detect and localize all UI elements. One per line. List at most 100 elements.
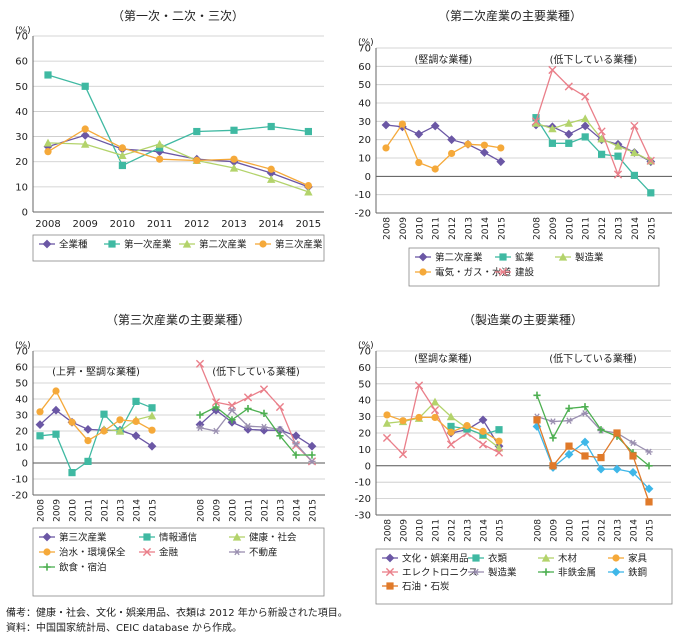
x-tick-label: 2015 [496, 519, 506, 542]
data-point [155, 147, 164, 157]
x-tick-label: 2014 [133, 499, 143, 522]
data-point [118, 161, 126, 170]
y-tick-label: 40 [358, 99, 371, 110]
data-point [495, 426, 503, 434]
data-point [581, 92, 590, 101]
y-tick-label: -20 [355, 209, 371, 220]
series-line [536, 419, 650, 503]
data-point [36, 432, 44, 440]
data-point [598, 150, 606, 158]
x-tick-label: 2012 [184, 219, 209, 230]
series-line [199, 363, 313, 462]
legend-swatch-marker [612, 554, 620, 562]
data-point [260, 409, 268, 417]
data-point [147, 441, 157, 451]
group-label: (上昇・堅調な業種) [52, 365, 140, 378]
data-point [147, 411, 157, 420]
legend-label: 不動産 [249, 547, 278, 559]
data-point [565, 442, 573, 450]
data-point [196, 411, 204, 419]
legend-label: 第一次産業 [124, 239, 172, 251]
legend-label: 電気・ガス・水道 [435, 267, 512, 279]
x-tick-label: 2015 [647, 217, 657, 240]
data-point [630, 171, 638, 180]
series-5 [195, 405, 317, 451]
data-point [84, 457, 92, 465]
series-7 [196, 406, 316, 465]
legend-label: 情報通信 [159, 532, 197, 544]
data-point [478, 440, 488, 449]
x-tick-label: 2015 [296, 219, 321, 230]
data-point [478, 415, 488, 425]
y-tick-label: 10 [15, 182, 28, 193]
chart-title: （製造業の主要業種） [463, 313, 583, 327]
data-point [118, 151, 127, 160]
y-tick-label: -10 [12, 475, 28, 486]
data-point [480, 141, 488, 149]
x-tick-label: 2014 [258, 219, 283, 230]
data-point [549, 434, 557, 442]
data-point [304, 182, 312, 190]
legend-item: 第二次産業 [179, 239, 247, 251]
legend-swatch-marker [182, 239, 192, 248]
series-6 [531, 65, 655, 179]
series-line [199, 406, 312, 456]
data-point [398, 450, 408, 459]
data-point [597, 127, 606, 136]
x-tick-label: 2013 [615, 217, 625, 240]
data-point [100, 427, 108, 435]
data-point [100, 410, 108, 418]
x-tick-label: 2011 [432, 217, 442, 240]
legend-swatch-marker [498, 267, 508, 277]
x-tick-label: 2012 [261, 499, 271, 522]
y-tick-label: 50 [358, 80, 371, 91]
data-point [647, 189, 655, 197]
legend-label: 飲食・宿泊 [59, 562, 107, 574]
data-point [496, 157, 506, 167]
series-4 [36, 387, 156, 445]
legend-item: 製造業 [468, 567, 517, 579]
data-point [35, 420, 45, 429]
data-point [81, 82, 89, 90]
legend-label: 文化・娯楽用品 [402, 553, 469, 565]
legend-item: 鉱業 [495, 252, 535, 264]
x-tick-label: 2009 [213, 499, 223, 522]
data-point [613, 429, 621, 437]
series-4 [532, 114, 655, 197]
x-tick-label: 2012 [101, 499, 111, 522]
y-tick-label: 60 [358, 363, 371, 374]
group-label: (堅調な業種) [414, 352, 472, 365]
data-point [275, 402, 285, 412]
data-point [383, 411, 391, 419]
legend-box [408, 247, 660, 287]
legend-item: 全業種 [39, 239, 88, 251]
legend-swatch-marker [142, 547, 152, 557]
x-tick-label: 2012 [598, 217, 608, 240]
legend-label: 衣類 [488, 553, 508, 565]
legend-swatch-marker [611, 567, 621, 577]
data-point [228, 406, 236, 414]
legend-box [32, 234, 325, 262]
x-tick-label: 2013 [117, 499, 127, 522]
data-point [448, 149, 456, 158]
data-point [68, 418, 76, 426]
x-tick-label: 2015 [497, 217, 507, 240]
data-point [212, 427, 220, 435]
legend-item: 治水・環境保全 [39, 547, 126, 559]
data-point [260, 423, 268, 431]
series-line [47, 134, 309, 188]
data-point [446, 440, 456, 449]
x-tick-label: 2009 [399, 217, 409, 240]
data-point [597, 426, 605, 434]
data-point [52, 430, 60, 438]
data-point [644, 484, 654, 494]
data-point [292, 440, 300, 448]
legend-item: 石油・石炭 [382, 581, 450, 593]
data-point [548, 124, 557, 133]
data-point [447, 428, 455, 436]
y-tick-label: 30 [15, 411, 28, 422]
data-point [291, 431, 301, 441]
series-3 [382, 381, 504, 459]
data-point [629, 452, 637, 460]
y-tick-label: 10 [358, 154, 371, 165]
